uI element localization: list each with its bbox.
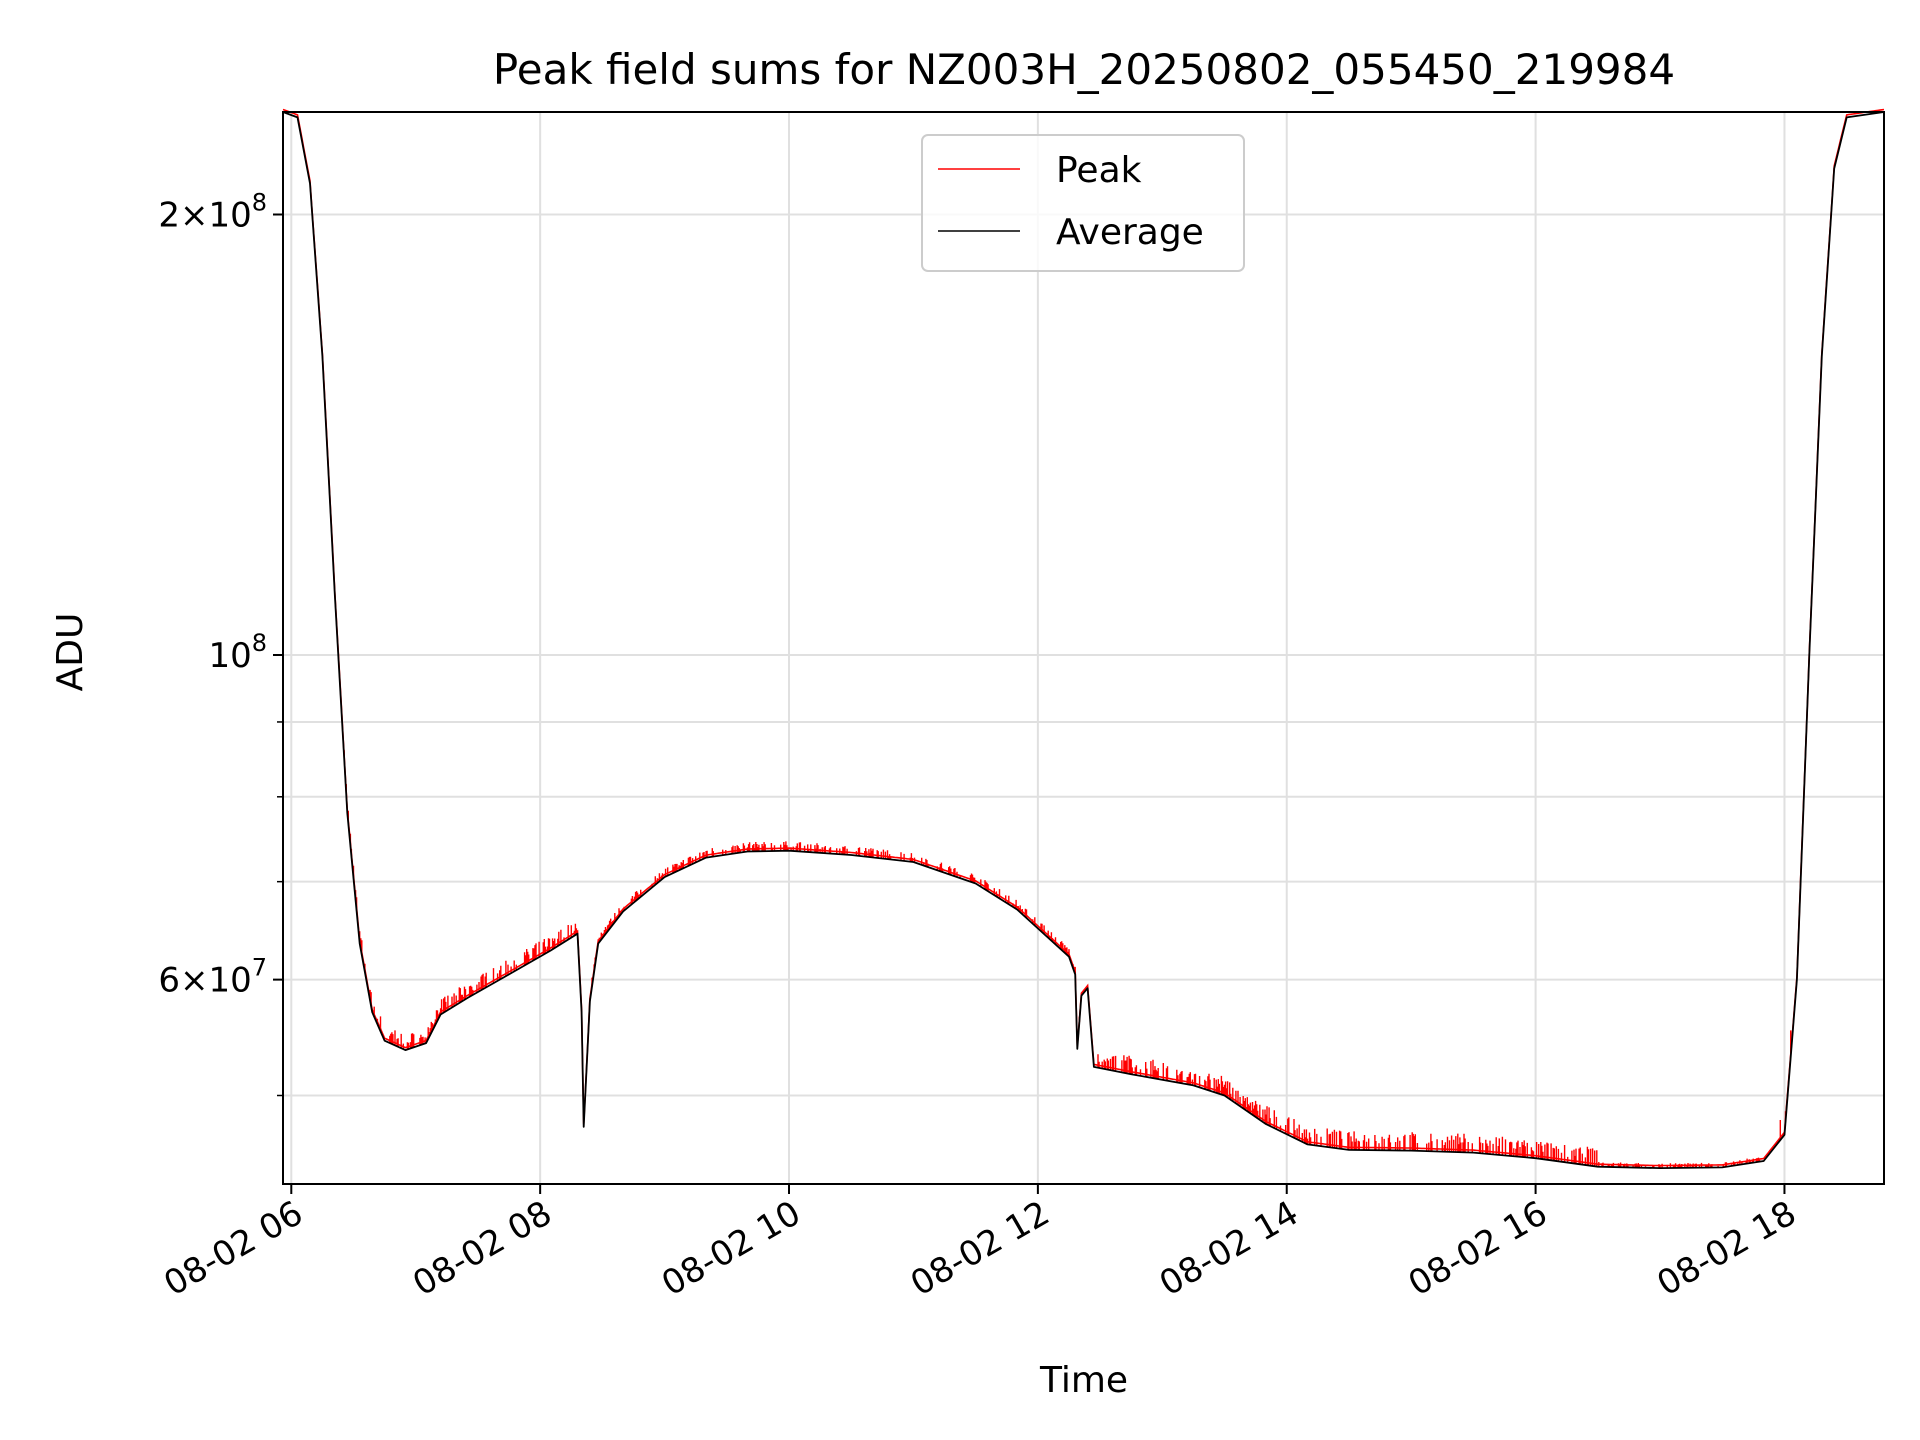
legend-label-peak: Peak xyxy=(1056,150,1142,191)
x-tick-label: 08-02 08 xyxy=(406,1193,558,1304)
x-tick-label: 08-02 14 xyxy=(1153,1193,1305,1304)
chart-title: Peak field sums for NZ003H_20250802_0554… xyxy=(493,45,1675,94)
y-tick-label: 6×107 xyxy=(158,954,267,1001)
y-axis-label: ADU xyxy=(50,613,91,692)
plot-series xyxy=(282,108,1885,1169)
ticks: 08-02 06 08-02 08 08-02 10 08-02 12 08-02 14… xyxy=(157,188,1803,1304)
legend-label-average: Average xyxy=(1056,212,1204,253)
x-tick-label: 08-02 16 xyxy=(1402,1193,1554,1304)
series-spikes-peak xyxy=(343,750,1792,1169)
x-tick-label: 08-02 12 xyxy=(904,1193,1056,1304)
x-axis-label: Time xyxy=(1039,1360,1128,1401)
legend: Peak Average xyxy=(921,134,1245,272)
y-tick-label: 2×108 xyxy=(158,188,267,235)
axes-frame xyxy=(282,111,1885,1185)
grid xyxy=(283,112,1884,1184)
x-tick-label: 08-02 18 xyxy=(1651,1193,1803,1304)
y-tick-label: 108 xyxy=(208,629,267,676)
series-line-average xyxy=(282,111,1885,1169)
x-tick-label: 08-02 06 xyxy=(157,1193,309,1304)
x-tick-label: 08-02 10 xyxy=(655,1193,807,1304)
